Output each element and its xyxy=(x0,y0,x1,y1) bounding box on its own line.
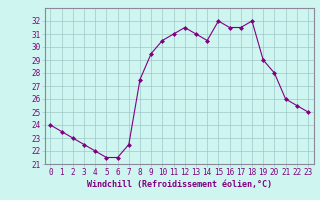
X-axis label: Windchill (Refroidissement éolien,°C): Windchill (Refroidissement éolien,°C) xyxy=(87,180,272,189)
